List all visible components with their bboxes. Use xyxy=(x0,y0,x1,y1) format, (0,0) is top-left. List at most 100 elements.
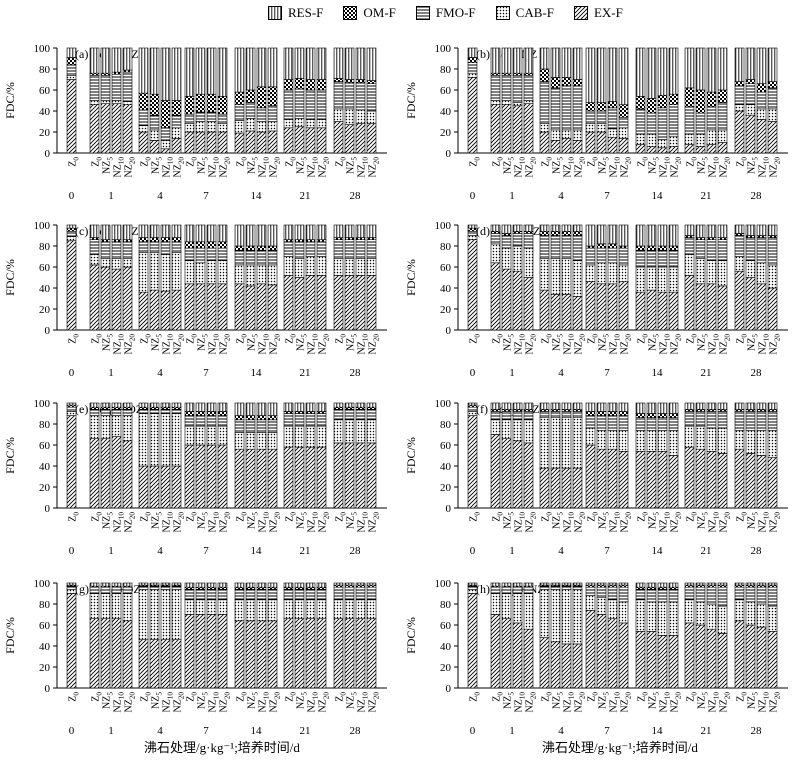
bar-segment-res-f xyxy=(366,582,377,586)
bar-segment-om-f xyxy=(717,237,728,241)
bar-segment-om-f xyxy=(706,408,717,412)
bar-segment-res-f xyxy=(618,402,629,412)
bar-segment-cab-f xyxy=(171,252,182,291)
y-axis-label: FDC/% xyxy=(3,82,17,119)
bar-segment-om-f xyxy=(646,98,657,114)
bar-segment-cab-f xyxy=(355,258,366,276)
bar-segment-ex-f xyxy=(171,138,182,154)
bar-segment-res-f xyxy=(344,402,355,408)
y-tick-label: 100 xyxy=(34,220,51,232)
day-label: 7 xyxy=(604,545,610,557)
bar-segment-res-f xyxy=(756,402,767,410)
bar-segment-cab-f xyxy=(467,411,478,416)
bar-label: NZ20 xyxy=(574,692,587,713)
bar-segment-ex-f xyxy=(111,436,122,509)
y-axis-label: FDC/% xyxy=(3,617,17,654)
bar-segment-cab-f xyxy=(333,108,344,122)
bar-segment-res-f xyxy=(734,47,745,82)
bar-label: NZ5 xyxy=(598,512,611,529)
bar-segment-ex-f xyxy=(160,290,171,331)
bar-segment-cab-f xyxy=(657,266,668,293)
bar-segment-ex-f xyxy=(267,130,278,154)
bar-segment-res-f xyxy=(585,582,596,586)
y-tick-label: 60 xyxy=(440,440,452,452)
bar-segment-fmo-f xyxy=(646,417,657,431)
bar-segment-cab-f xyxy=(245,118,256,132)
y-axis-label: FDC/% xyxy=(3,259,17,296)
bar-segment-fmo-f xyxy=(245,588,256,601)
legend-label: RES-F xyxy=(288,5,324,20)
bar-segment-res-f xyxy=(767,402,778,410)
bar-segment-res-f xyxy=(89,402,100,408)
bar-segment-res-f xyxy=(66,47,77,58)
bar-segment-cab-f xyxy=(745,104,756,116)
bar-segment-res-f xyxy=(635,47,646,97)
bar-segment-res-f xyxy=(267,582,278,588)
bar-segment-cab-f xyxy=(122,593,133,622)
bar-segment-cab-f xyxy=(89,100,100,105)
bar-segment-ex-f xyxy=(501,104,512,154)
bar-segment-cab-f xyxy=(294,599,305,619)
bar-segment-fmo-f xyxy=(355,82,366,111)
bar-segment-ex-f xyxy=(635,291,646,331)
bar-segment-fmo-f xyxy=(756,91,767,110)
bar-segment-fmo-f xyxy=(467,585,478,590)
day-label: 0 xyxy=(69,367,75,379)
bar-label: NZ10 xyxy=(258,157,271,178)
bar-segment-ex-f xyxy=(184,614,195,689)
bar-segment-om-f xyxy=(160,406,171,410)
day-label: 21 xyxy=(300,725,311,734)
bar-segment-res-f xyxy=(160,402,171,408)
bar-segment-ex-f xyxy=(550,641,561,689)
bar-segment-res-f xyxy=(501,582,512,587)
bar-segment-fmo-f xyxy=(572,411,583,418)
bar-label: NZ10 xyxy=(708,692,721,713)
bar-segment-cab-f xyxy=(111,593,122,620)
bar-label: NZ20 xyxy=(173,334,186,355)
day-label: 1 xyxy=(509,545,515,557)
bar-label: NZ20 xyxy=(525,512,538,533)
bar-segment-fmo-f xyxy=(355,408,366,421)
bar-segment-res-f xyxy=(657,402,668,414)
bar-segment-fmo-f xyxy=(539,585,550,590)
bar-segment-res-f xyxy=(561,47,572,78)
bar-segment-om-f xyxy=(256,586,267,590)
bar-segment-cab-f xyxy=(767,108,778,122)
bar-segment-fmo-f xyxy=(100,74,111,101)
bar-segment-ex-f xyxy=(490,614,501,689)
bar-segment-ex-f xyxy=(294,618,305,689)
bar-segment-cab-f xyxy=(100,415,111,440)
bar-segment-fmo-f xyxy=(734,235,745,257)
bar-label: NZ10 xyxy=(708,157,721,178)
bar-segment-ex-f xyxy=(138,465,149,509)
bar-label: NZ20 xyxy=(574,157,587,178)
bar-segment-res-f xyxy=(234,224,245,247)
day-label: 28 xyxy=(350,545,362,557)
bar-segment-om-f xyxy=(184,241,195,249)
bar-segment-ex-f xyxy=(344,442,355,509)
bar-segment-ex-f xyxy=(217,614,228,689)
bar-segment-om-f xyxy=(245,89,256,103)
bar-segment-ex-f xyxy=(283,127,294,154)
bar-label: Z0 xyxy=(186,334,199,344)
bar-segment-om-f xyxy=(585,411,596,416)
bar-segment-ex-f xyxy=(684,275,695,331)
bar-segment-fmo-f xyxy=(550,87,561,131)
bar-segment-res-f xyxy=(217,402,228,412)
bar-segment-ex-f xyxy=(89,104,100,154)
bar-segment-cab-f xyxy=(490,593,501,615)
bar-segment-cab-f xyxy=(646,601,657,632)
bar-label: NZ20 xyxy=(269,692,282,713)
bar-label: NZ10 xyxy=(208,334,221,355)
bar-segment-om-f xyxy=(138,237,149,243)
bar-segment-fmo-f xyxy=(523,233,534,249)
bar-segment-cab-f xyxy=(160,588,171,640)
bar-segment-fmo-f xyxy=(245,249,256,266)
y-axis-label: FDC/% xyxy=(3,437,17,474)
bar-segment-ex-f xyxy=(256,448,267,509)
bar-segment-cab-f xyxy=(523,100,534,104)
bar-segment-ex-f xyxy=(316,127,327,154)
bar-label: NZ10 xyxy=(708,512,721,533)
day-label: 1 xyxy=(509,367,515,379)
bar-segment-om-f xyxy=(745,408,756,412)
